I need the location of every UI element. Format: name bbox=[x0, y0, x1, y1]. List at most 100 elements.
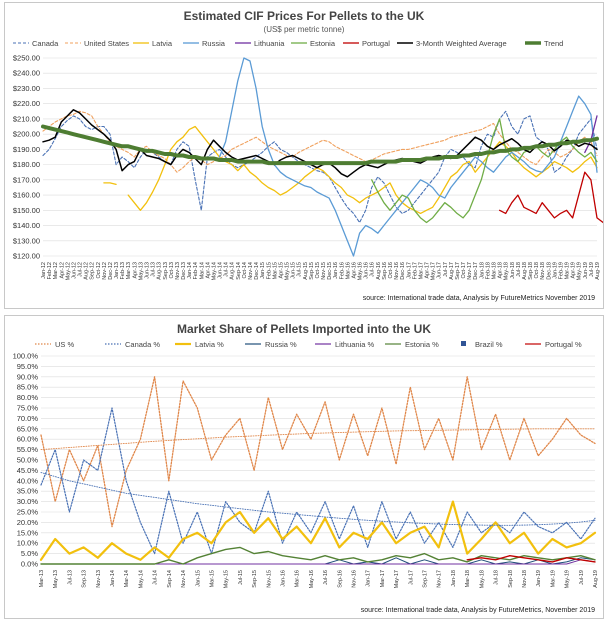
x-tick-label: Jan-19 bbox=[552, 262, 558, 279]
legend-label-portugal: Portugal % bbox=[545, 340, 582, 349]
x-tick-label: Aug-14 bbox=[230, 262, 236, 280]
legend-key-brazil bbox=[461, 341, 466, 346]
x-tick-label: May-18 bbox=[479, 570, 485, 588]
x-tick-label: Mar-13 bbox=[126, 262, 132, 279]
legend-label-canada: Canada % bbox=[125, 340, 160, 349]
x-tick-label: Jun-13 bbox=[144, 262, 150, 279]
x-tick-label: Oct-16 bbox=[388, 262, 394, 279]
x-tick-label: Apr-13 bbox=[132, 262, 138, 279]
x-tick-label: Sep-12 bbox=[90, 262, 96, 280]
x-tick-label: Jun-16 bbox=[364, 262, 370, 279]
x-tick-label: Nov-18 bbox=[540, 262, 546, 280]
y-tick-label: 50.0% bbox=[17, 456, 39, 465]
x-tick-label: Sep-15 bbox=[309, 262, 315, 280]
series-line-portugal bbox=[466, 555, 596, 563]
share-chart: Market Share of Pellets Imported into th… bbox=[13, 322, 599, 614]
x-tick-label: Nov-17 bbox=[437, 570, 443, 588]
x-tick-label: Mar-14 bbox=[199, 262, 205, 279]
series-line-trend bbox=[41, 124, 599, 166]
series-line-canada bbox=[42, 110, 598, 224]
legend-label-estonia: Estonia % bbox=[405, 340, 439, 349]
price-chart-title: Estimated CIF Prices For Pellets to the … bbox=[184, 9, 425, 23]
price-chart: Estimated CIF Prices For Pellets to the … bbox=[13, 9, 603, 302]
x-tick-label: Nov-14 bbox=[181, 570, 187, 588]
y-tick-label: $190.00 bbox=[13, 145, 40, 154]
share-chart-legend: US % Canada % Latvia % Russia % Lithuania % E… bbox=[35, 340, 582, 349]
y-tick-label: 45.0% bbox=[17, 466, 39, 475]
x-tick-label: Sep-16 bbox=[382, 262, 388, 280]
x-tick-label: Sep-18 bbox=[508, 570, 514, 588]
x-tick-label: Oct-17 bbox=[461, 262, 467, 279]
share-chart-title: Market Share of Pellets Imported into th… bbox=[177, 322, 431, 336]
x-tick-label: Jul-15 bbox=[238, 570, 244, 585]
price-chart-subtitle: (US$ per metric tonne) bbox=[264, 25, 345, 34]
x-tick-label: Aug-13 bbox=[157, 262, 163, 280]
x-tick-label: Aug-18 bbox=[522, 262, 528, 280]
x-tick-label: Nov-13 bbox=[175, 262, 181, 280]
x-tick-label: Aug-19 bbox=[593, 570, 599, 588]
x-tick-label: Mar-14 bbox=[124, 570, 130, 587]
x-tick-label: Feb-15 bbox=[266, 262, 272, 279]
y-tick-label: 90.0% bbox=[17, 372, 39, 381]
x-tick-label: Jul-12 bbox=[78, 262, 84, 277]
x-tick-label: Apr-16 bbox=[351, 262, 357, 279]
x-tick-label: May-16 bbox=[309, 570, 315, 588]
x-tick-label: Oct-14 bbox=[242, 262, 248, 279]
legend-label-canada: Canada bbox=[32, 39, 59, 48]
series-line-canada-trend bbox=[40, 472, 596, 526]
x-tick-label: Jan-14 bbox=[187, 262, 193, 279]
x-tick-label: Oct-18 bbox=[534, 262, 540, 279]
x-tick-label: Aug-17 bbox=[449, 262, 455, 280]
y-tick-label: 60.0% bbox=[17, 435, 39, 444]
y-tick-label: 70.0% bbox=[17, 414, 39, 423]
x-tick-label: Jul-13 bbox=[151, 262, 157, 277]
x-tick-label: Feb-17 bbox=[412, 262, 418, 279]
x-tick-label: May-15 bbox=[285, 262, 291, 280]
y-tick-label: $230.00 bbox=[13, 84, 40, 93]
series-line-russia bbox=[218, 57, 598, 257]
x-tick-label: Nov-14 bbox=[248, 262, 254, 280]
y-tick-label: $220.00 bbox=[13, 99, 40, 108]
y-tick-label: 55.0% bbox=[17, 445, 39, 454]
x-tick-label: May-17 bbox=[431, 262, 437, 280]
x-tick-label: Sep-18 bbox=[528, 262, 534, 280]
price-chart-legend: Canada United States Latvia Russia Lithuania… bbox=[13, 39, 563, 48]
x-tick-label: Mar-17 bbox=[418, 262, 424, 279]
series-line-us-trend bbox=[40, 428, 596, 451]
y-tick-label: $130.00 bbox=[13, 236, 40, 245]
y-tick-label: 5.0% bbox=[21, 549, 38, 558]
y-tick-label: 15.0% bbox=[17, 528, 39, 537]
price-chart-panel: Estimated CIF Prices For Pellets to the … bbox=[4, 2, 604, 309]
series-line-united-states bbox=[42, 110, 598, 173]
y-tick-label: 100.0% bbox=[13, 352, 39, 361]
x-tick-label: Nov-15 bbox=[321, 262, 327, 280]
y-tick-label: 40.0% bbox=[17, 476, 39, 485]
y-tick-label: $180.00 bbox=[13, 160, 40, 169]
x-tick-label: Dec-14 bbox=[254, 262, 260, 280]
x-tick-label: May-19 bbox=[565, 570, 571, 588]
x-tick-label: Feb-16 bbox=[339, 262, 345, 279]
x-tick-label: Jun-17 bbox=[437, 262, 443, 279]
x-tick-label: Jul-18 bbox=[516, 262, 522, 277]
x-tick-label: Aug-15 bbox=[303, 262, 309, 280]
x-tick-label: Jan-13 bbox=[114, 262, 120, 279]
x-tick-label: Jun-18 bbox=[510, 262, 516, 279]
x-tick-label: Feb-13 bbox=[120, 262, 126, 279]
x-tick-label: Jul-14 bbox=[224, 262, 230, 277]
price-chart-source: source: International trade data, Analys… bbox=[363, 295, 595, 302]
x-tick-label: Aug-19 bbox=[595, 262, 601, 280]
x-tick-label: Aug-16 bbox=[376, 262, 382, 280]
y-tick-label: 20.0% bbox=[17, 518, 39, 527]
x-tick-label: Jan-17 bbox=[366, 570, 372, 587]
x-tick-label: Mar-15 bbox=[272, 262, 278, 279]
x-tick-label: Jul-15 bbox=[297, 262, 303, 277]
x-tick-label: May-16 bbox=[358, 262, 364, 280]
x-tick-label: May-19 bbox=[577, 262, 583, 280]
x-tick-label: Sep-16 bbox=[337, 570, 343, 588]
y-tick-label: 10.0% bbox=[17, 539, 39, 548]
x-tick-label: Oct-12 bbox=[96, 262, 102, 279]
x-tick-label: Sep-17 bbox=[423, 570, 429, 588]
x-tick-label: Mar-16 bbox=[345, 262, 351, 279]
legend-label-russia: Russia bbox=[202, 39, 226, 48]
y-tick-label: 35.0% bbox=[17, 487, 39, 496]
